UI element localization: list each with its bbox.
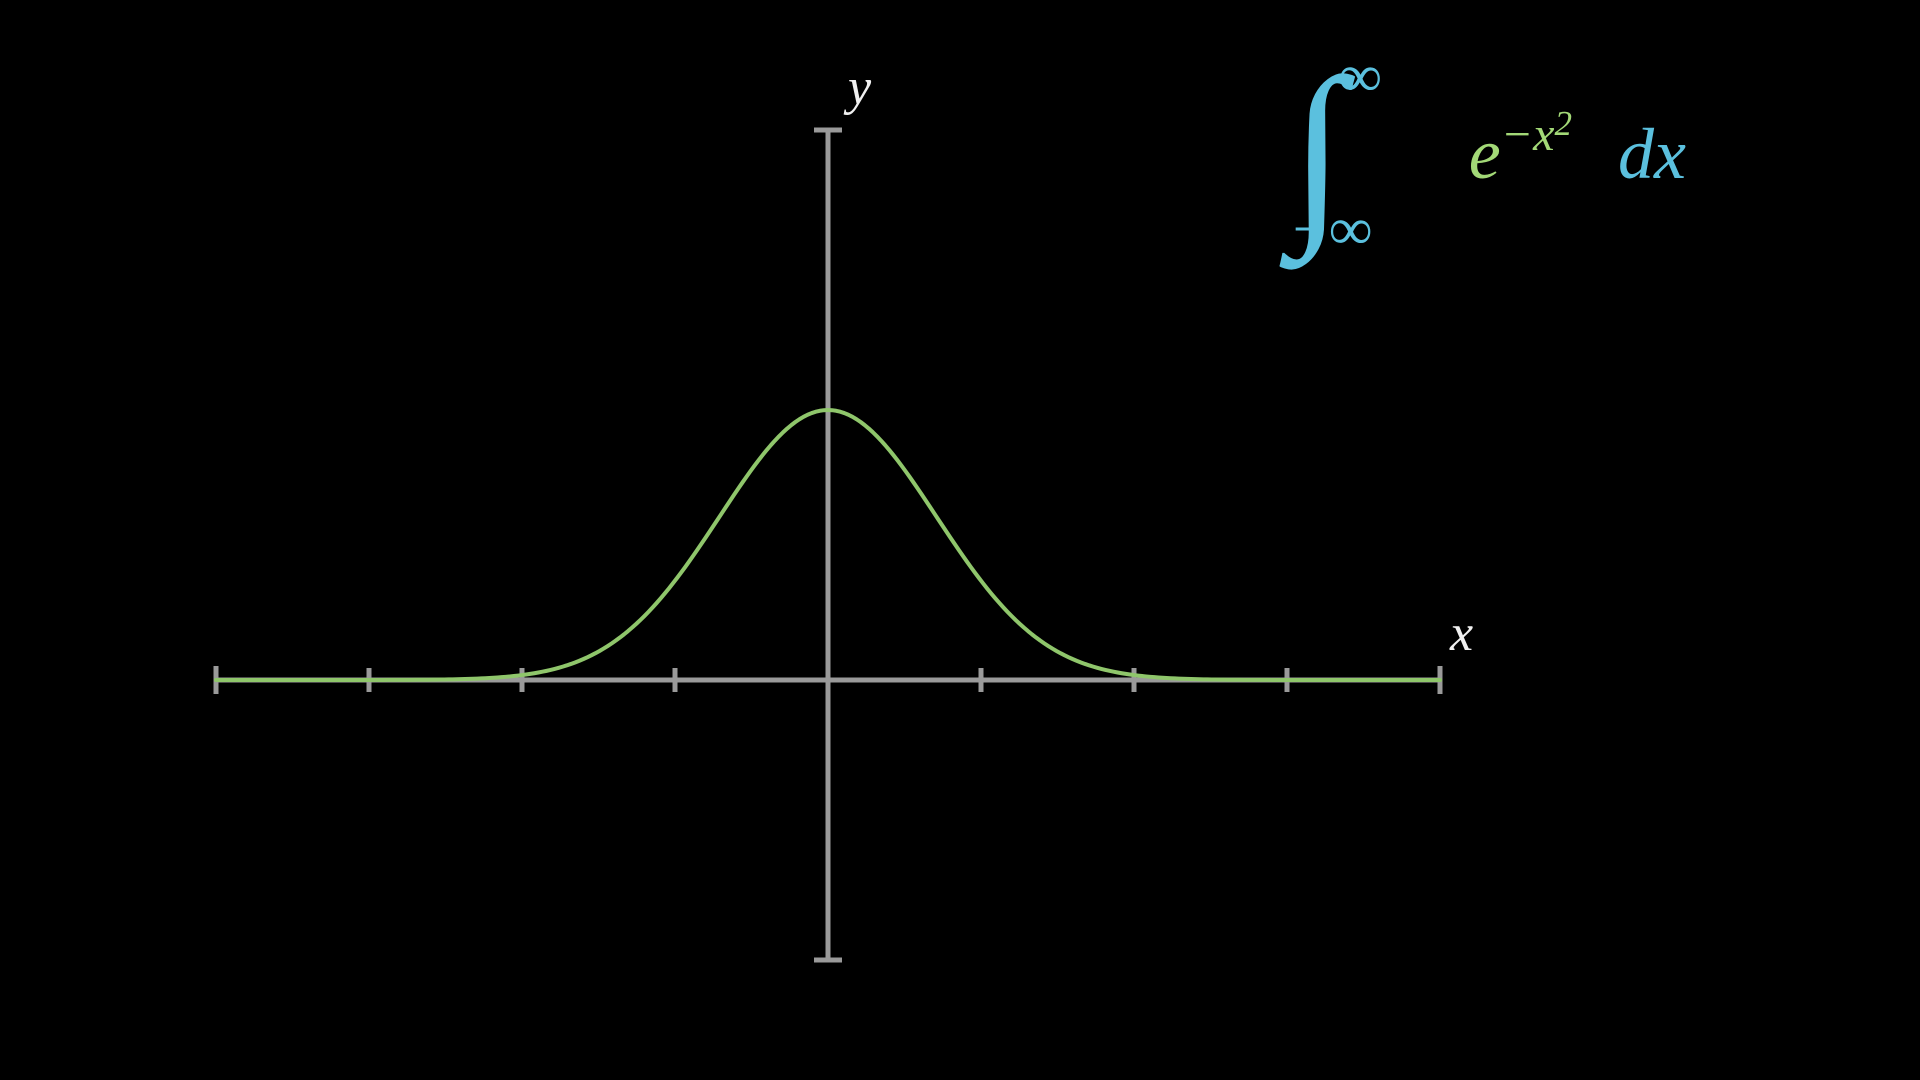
- lower-limit: −∞: [1289, 195, 1372, 264]
- exponent-x: x: [1533, 108, 1554, 161]
- integral-formula: ∫ ∞ −∞ e−x2 dx: [1290, 60, 1686, 240]
- exponent-minus: −: [1501, 108, 1533, 161]
- stage: y x ∫ ∞ −∞ e−x2 dx: [0, 0, 1920, 1080]
- exponent-2: 2: [1554, 104, 1572, 143]
- y-axis-label: y: [848, 58, 871, 117]
- integral-limits: ∞ −∞: [1349, 60, 1459, 240]
- axes: [216, 130, 1440, 960]
- differential: dx: [1618, 114, 1686, 194]
- x-axis-label: x: [1450, 604, 1473, 663]
- differential-x: x: [1654, 114, 1686, 194]
- upper-limit: ∞: [1339, 42, 1382, 111]
- differential-d: d: [1618, 114, 1654, 194]
- e-base: e: [1469, 114, 1501, 194]
- exponent: −x2: [1501, 108, 1572, 161]
- integrand: e−x2 dx: [1469, 104, 1686, 196]
